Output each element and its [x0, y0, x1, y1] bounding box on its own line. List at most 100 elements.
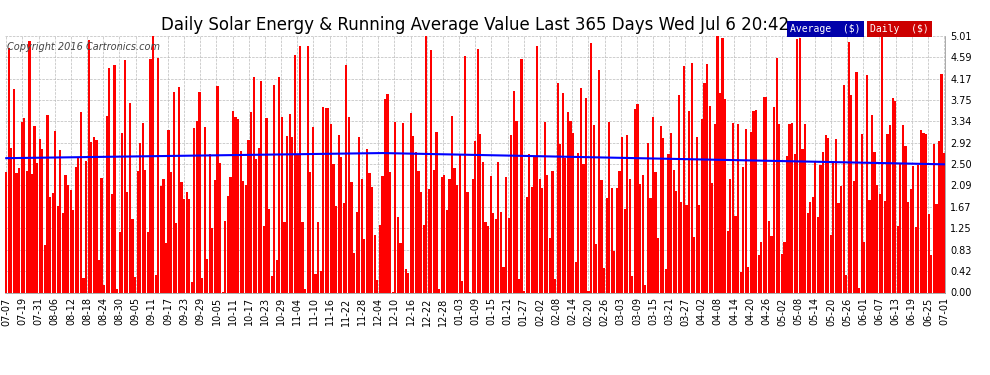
Bar	[611, 188, 613, 292]
Bar	[691, 63, 693, 292]
Bar	[149, 58, 151, 292]
Bar	[711, 183, 714, 292]
Bar	[347, 117, 350, 292]
Bar	[219, 162, 221, 292]
Bar	[474, 141, 476, 292]
Bar	[379, 225, 381, 292]
Bar	[518, 279, 520, 292]
Bar	[145, 170, 147, 292]
Title: Daily Solar Energy & Running Average Value Last 365 Days Wed Jul 6 20:42: Daily Solar Energy & Running Average Val…	[161, 16, 789, 34]
Bar	[72, 210, 74, 292]
Bar	[42, 149, 44, 292]
Bar	[852, 181, 855, 292]
Bar	[744, 129, 746, 292]
Bar	[757, 255, 759, 292]
Bar	[13, 89, 15, 292]
Bar	[639, 184, 642, 292]
Bar	[31, 174, 33, 292]
Bar	[659, 126, 662, 292]
Bar	[80, 112, 82, 292]
Bar	[165, 243, 167, 292]
Bar	[410, 113, 412, 292]
Bar	[495, 219, 497, 292]
Bar	[26, 171, 28, 292]
Bar	[593, 126, 595, 292]
Bar	[386, 94, 389, 292]
Bar	[183, 199, 185, 292]
Bar	[925, 135, 928, 292]
Bar	[482, 162, 484, 292]
Bar	[923, 133, 925, 292]
Bar	[147, 232, 149, 292]
Bar	[667, 154, 669, 292]
Bar	[265, 118, 267, 292]
Bar	[567, 112, 569, 292]
Bar	[355, 211, 357, 292]
Bar	[134, 277, 137, 292]
Bar	[294, 55, 296, 292]
Bar	[907, 202, 909, 292]
Bar	[873, 152, 876, 292]
Bar	[381, 176, 383, 292]
Bar	[587, 291, 590, 292]
Bar	[526, 197, 528, 292]
Bar	[129, 103, 131, 292]
Bar	[431, 50, 433, 292]
Bar	[162, 178, 164, 292]
Bar	[850, 95, 852, 292]
Bar	[678, 95, 680, 292]
Bar	[157, 57, 159, 292]
Bar	[786, 156, 788, 292]
Bar	[373, 234, 376, 292]
Bar	[281, 117, 283, 292]
Bar	[709, 106, 711, 292]
Bar	[240, 151, 242, 292]
Bar	[794, 154, 796, 292]
Bar	[775, 58, 778, 292]
Bar	[180, 182, 182, 292]
Bar	[268, 209, 270, 292]
Bar	[320, 271, 322, 292]
Bar	[248, 140, 249, 292]
Bar	[788, 124, 791, 292]
Bar	[450, 116, 453, 292]
Bar	[727, 231, 729, 292]
Bar	[175, 223, 177, 292]
Bar	[866, 75, 868, 292]
Bar	[760, 243, 762, 292]
Bar	[18, 168, 20, 292]
Bar	[82, 278, 84, 292]
Bar	[237, 118, 240, 292]
Bar	[889, 125, 891, 292]
Bar	[899, 164, 902, 292]
Bar	[193, 128, 195, 292]
Bar	[858, 288, 860, 292]
Bar	[232, 111, 234, 292]
Bar	[458, 154, 460, 292]
Bar	[879, 194, 881, 292]
Bar	[912, 166, 915, 292]
Bar	[461, 280, 463, 292]
Bar	[224, 221, 227, 292]
Bar	[61, 213, 64, 292]
Bar	[619, 171, 621, 292]
Bar	[791, 123, 793, 292]
Bar	[119, 231, 121, 292]
Bar	[830, 235, 832, 292]
Bar	[809, 202, 811, 292]
Bar	[531, 187, 533, 292]
Bar	[479, 134, 481, 292]
Bar	[672, 170, 675, 292]
Bar	[198, 92, 201, 292]
Bar	[554, 279, 556, 292]
Bar	[275, 260, 278, 292]
Bar	[444, 175, 446, 292]
Bar	[262, 226, 265, 292]
Bar	[5, 172, 7, 292]
Bar	[433, 170, 435, 292]
Bar	[574, 262, 577, 292]
Bar	[701, 119, 703, 292]
Bar	[8, 48, 10, 292]
Bar	[822, 152, 824, 292]
Bar	[288, 114, 291, 292]
